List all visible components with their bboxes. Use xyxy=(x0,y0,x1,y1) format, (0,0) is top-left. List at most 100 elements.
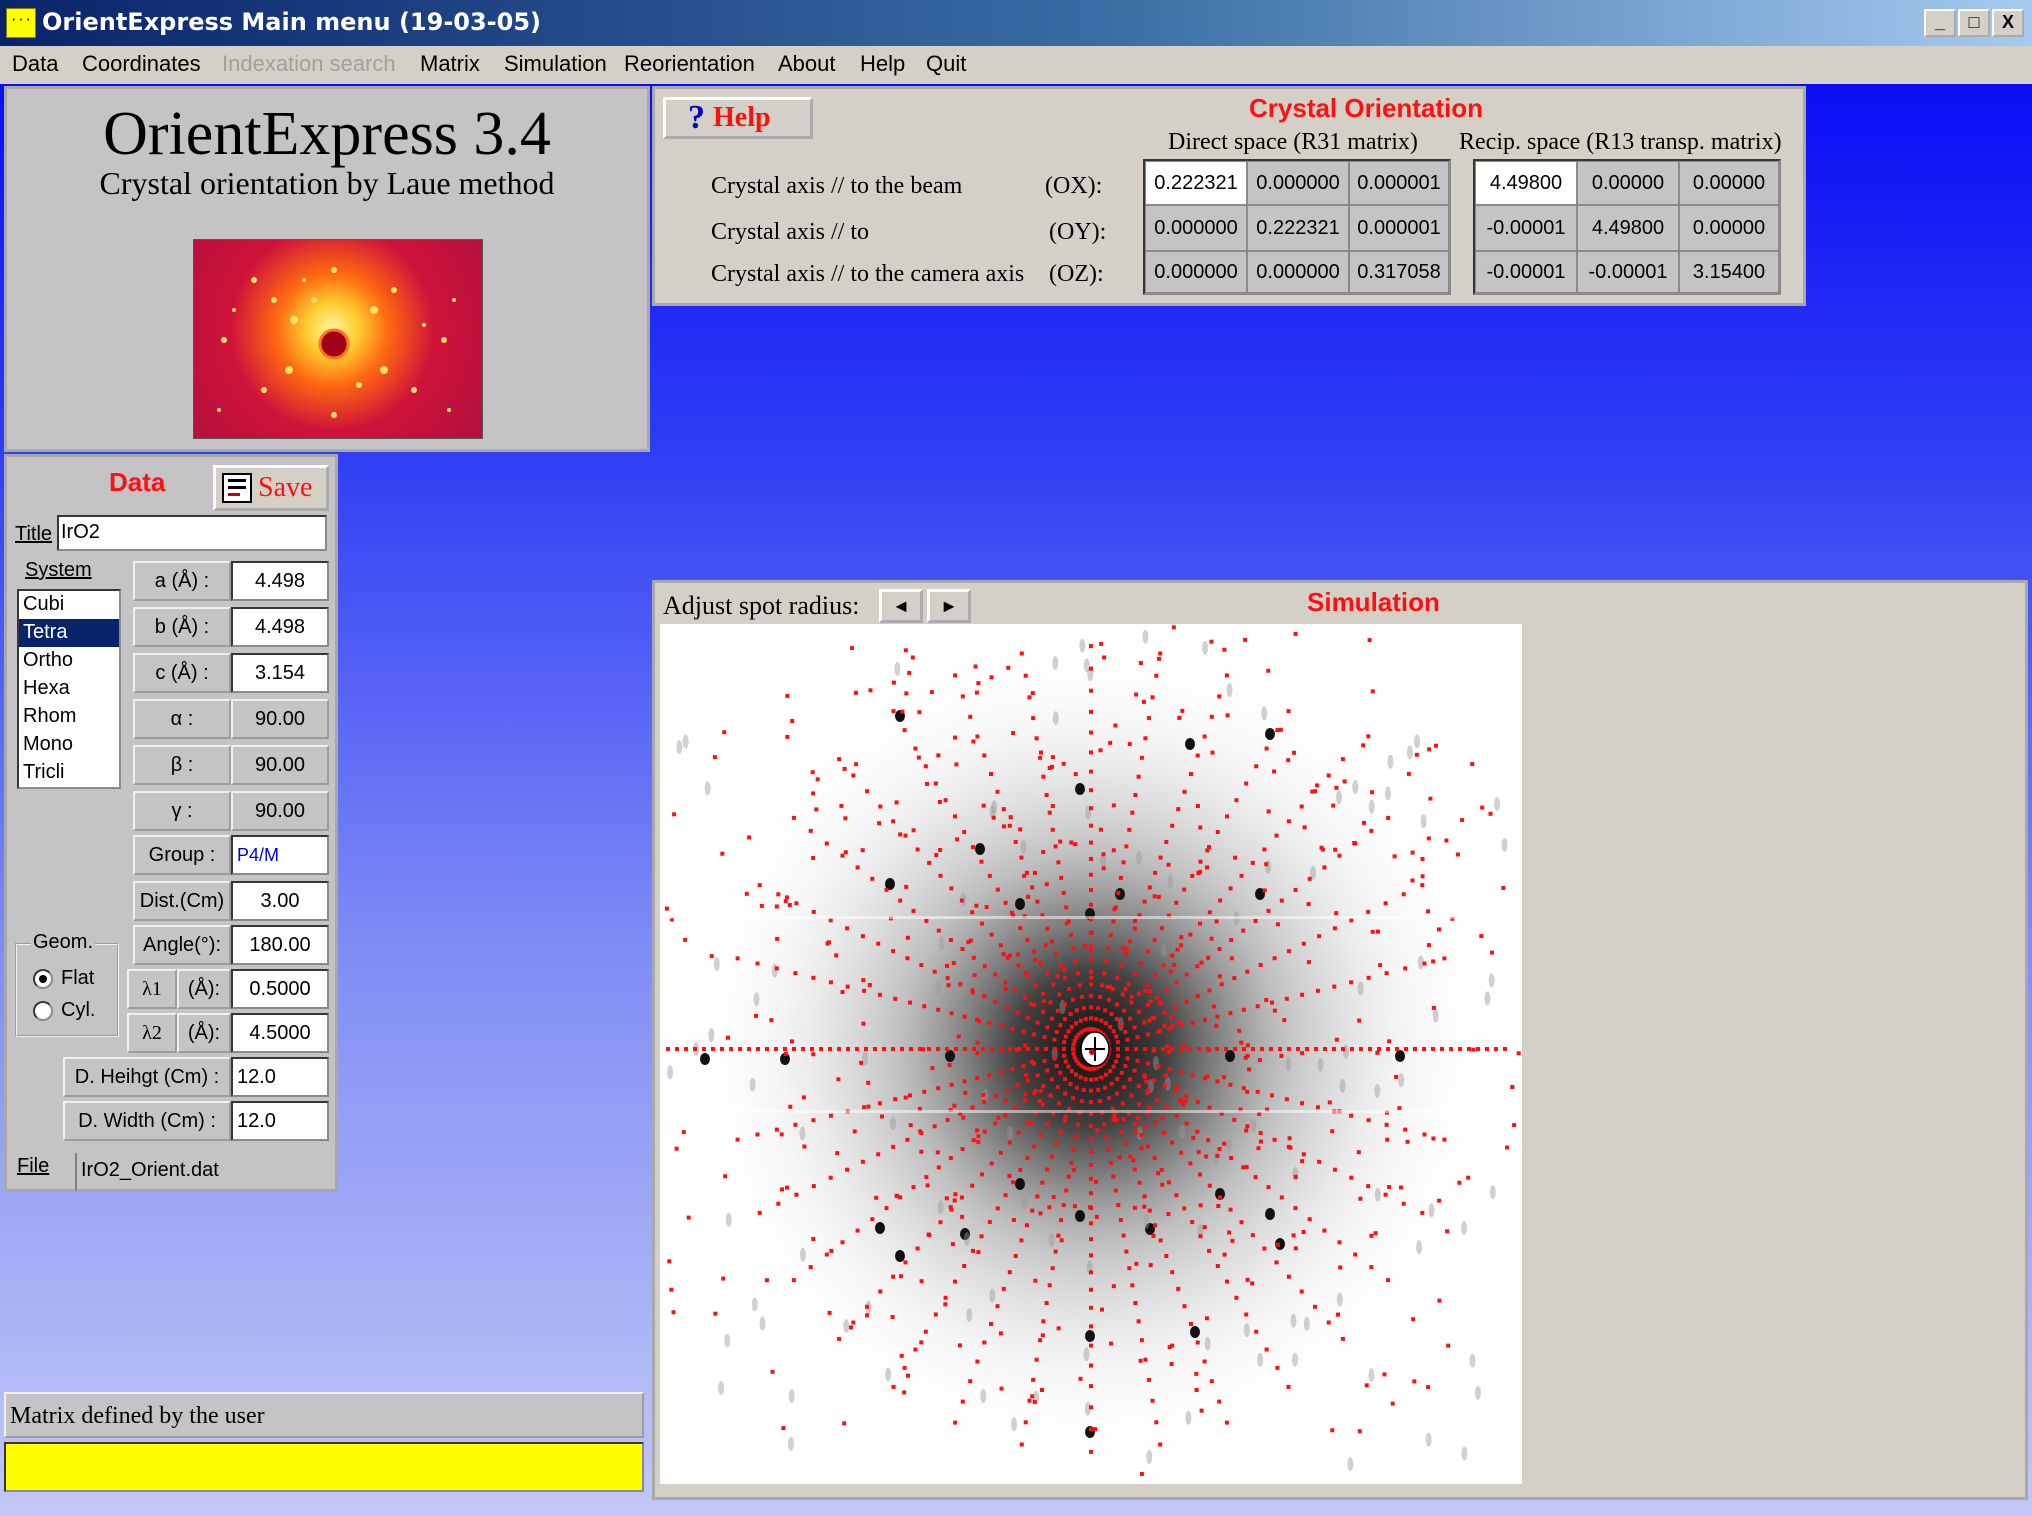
laue-spot xyxy=(1222,1075,1226,1079)
direct-cell[interactable]: 0.000000 xyxy=(1145,205,1247,251)
geom-cyl-radio[interactable] xyxy=(33,1001,53,1021)
menu-simulation[interactable]: Simulation xyxy=(504,51,607,77)
direct-cell[interactable]: 0.000000 xyxy=(1145,251,1247,293)
laue-spot xyxy=(983,1130,987,1134)
laue-spot xyxy=(982,1100,986,1104)
laue-spot xyxy=(1185,1122,1189,1126)
recip-cell[interactable]: 0.00000 xyxy=(1577,161,1679,205)
close-button[interactable]: X xyxy=(1992,9,2024,37)
menu-matrix[interactable]: Matrix xyxy=(420,51,480,77)
direct-cell[interactable]: 0.000001 xyxy=(1349,205,1449,251)
laue-spot xyxy=(1102,656,1106,660)
list-item[interactable]: Tetra xyxy=(19,619,119,647)
spot-radius-increase-button[interactable]: ► xyxy=(927,589,971,623)
menu-reorientation[interactable]: Reorientation xyxy=(624,51,755,77)
recip-cell[interactable]: 3.15400 xyxy=(1679,251,1779,293)
geom-flat-radio[interactable] xyxy=(33,969,53,989)
list-item[interactable]: Ortho xyxy=(19,647,119,675)
direct-cell[interactable]: 0.222321 xyxy=(1145,161,1247,205)
direct-cell[interactable]: 0.222321 xyxy=(1247,205,1349,251)
recip-cell[interactable]: -0.00001 xyxy=(1475,251,1577,293)
list-item[interactable]: Rhom xyxy=(19,703,119,731)
list-item[interactable]: Cubi xyxy=(19,591,119,619)
recip-cell[interactable]: -0.00001 xyxy=(1475,205,1577,251)
direct-cell[interactable]: 0.000000 xyxy=(1247,161,1349,205)
dist-input[interactable]: 3.00 xyxy=(231,881,329,921)
laue-spot xyxy=(1352,841,1356,845)
list-item[interactable]: Tricli xyxy=(19,759,119,787)
laue-spot xyxy=(1218,974,1222,978)
recip-cell[interactable]: 0.00000 xyxy=(1679,161,1779,205)
laue-pattern-image xyxy=(193,239,483,439)
lambda1-input[interactable]: 0.5000 xyxy=(231,969,329,1009)
laue-spot xyxy=(1423,1133,1427,1137)
laue-spot xyxy=(1287,819,1291,823)
laue-spot xyxy=(1210,1379,1214,1383)
save-button[interactable]: Save xyxy=(213,465,329,511)
laue-spot xyxy=(877,821,881,825)
param-a-input[interactable]: 4.498 xyxy=(231,561,329,601)
width-input[interactable]: 12.0 xyxy=(231,1101,329,1141)
direct-cell[interactable]: 0.000001 xyxy=(1349,161,1449,205)
lambda2-input[interactable]: 4.5000 xyxy=(231,1013,329,1053)
app-icon[interactable]: ··· xyxy=(6,8,36,38)
direct-cell[interactable]: 0.000000 xyxy=(1247,251,1349,293)
spot-radius-decrease-button[interactable]: ◄ xyxy=(879,589,923,623)
help-button[interactable]: ? Help xyxy=(663,97,813,139)
param-c-input[interactable]: 3.154 xyxy=(231,653,329,693)
list-item[interactable]: Mono xyxy=(19,731,119,759)
laue-spot xyxy=(975,1076,979,1080)
laue-spot xyxy=(1279,1054,1283,1058)
maximize-button[interactable]: □ xyxy=(1958,9,1990,37)
laue-spot xyxy=(1033,958,1037,962)
group-input[interactable]: P4/M xyxy=(231,835,329,875)
laue-spot xyxy=(1063,1118,1067,1122)
recip-cell[interactable]: 4.49800 xyxy=(1577,205,1679,251)
menu-coordinates[interactable]: Coordinates xyxy=(82,51,201,77)
faint-spot xyxy=(1179,1125,1185,1139)
laue-spot xyxy=(1059,1130,1063,1134)
param-beta-input[interactable]: 90.00 xyxy=(231,745,329,785)
param-gamma-input[interactable]: 90.00 xyxy=(231,791,329,831)
menu-indexation-search[interactable]: Indexation search xyxy=(222,51,396,77)
laue-spot xyxy=(953,1280,957,1284)
laue-spot xyxy=(1300,1101,1304,1105)
laue-spot xyxy=(1160,1183,1164,1187)
recip-cell[interactable]: -0.00001 xyxy=(1577,251,1679,293)
minimize-button[interactable]: _ xyxy=(1924,9,1956,37)
recip-cell[interactable]: 4.49800 xyxy=(1475,161,1577,205)
laue-spot xyxy=(1146,1062,1150,1066)
menu-help[interactable]: Help xyxy=(860,51,905,77)
laue-spot xyxy=(924,1175,928,1179)
menu-quit[interactable]: Quit xyxy=(926,51,966,77)
laue-spot xyxy=(1456,853,1460,857)
laue-spot xyxy=(683,938,687,942)
laue-spot xyxy=(1199,860,1203,864)
measured-spot xyxy=(1015,1178,1025,1190)
menu-about[interactable]: About xyxy=(778,51,836,77)
angle-input[interactable]: 180.00 xyxy=(231,925,329,965)
direct-cell[interactable]: 0.317058 xyxy=(1349,251,1449,293)
laue-spot xyxy=(892,681,896,685)
laue-spot xyxy=(1116,1040,1120,1044)
height-input[interactable]: 12.0 xyxy=(231,1057,329,1097)
system-list[interactable]: Cubi Tetra Ortho Hexa Rhom Mono Tricli xyxy=(17,589,121,789)
laue-spot xyxy=(1215,1047,1219,1051)
recip-cell[interactable]: 0.00000 xyxy=(1679,205,1779,251)
laue-simulation-canvas[interactable] xyxy=(660,624,1522,1484)
laue-spot xyxy=(1292,1233,1296,1237)
laue-spot xyxy=(906,1374,910,1378)
param-alpha-input[interactable]: 90.00 xyxy=(231,699,329,739)
title-input[interactable]: IrO2 xyxy=(57,515,327,551)
list-item[interactable]: Hexa xyxy=(19,675,119,703)
laue-spot xyxy=(1089,873,1093,877)
menu-data[interactable]: Data xyxy=(12,51,58,77)
laue-spot xyxy=(1432,1006,1436,1010)
laue-spot xyxy=(1107,1096,1111,1100)
laue-spot xyxy=(1119,1218,1123,1222)
laue-spot xyxy=(1025,1121,1029,1125)
laue-spot xyxy=(682,1130,686,1134)
laue-spot xyxy=(1071,1047,1075,1051)
param-b-input[interactable]: 4.498 xyxy=(231,607,329,647)
laue-spot xyxy=(845,1168,849,1172)
